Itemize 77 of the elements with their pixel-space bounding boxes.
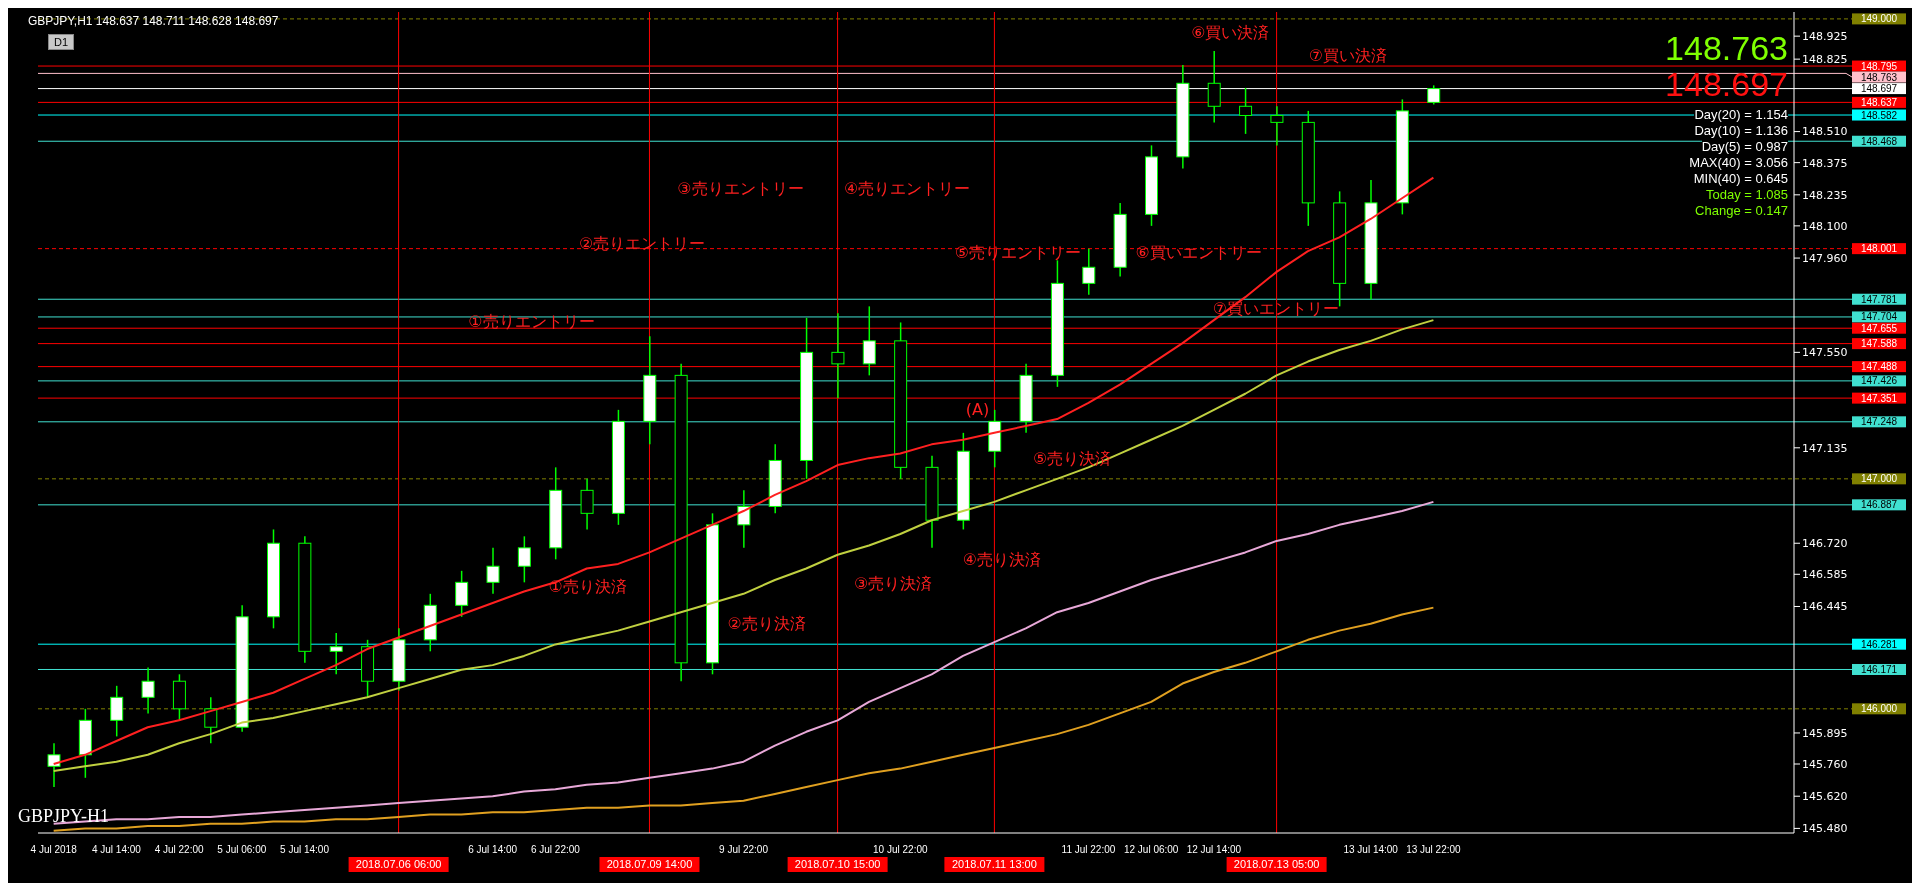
y-tick-label: 146.720 bbox=[1802, 537, 1848, 551]
y-tick-label: 148.235 bbox=[1802, 188, 1848, 202]
y-tick-label: 147.550 bbox=[1802, 346, 1848, 360]
annotation: ⑥買いエントリー bbox=[1135, 243, 1262, 263]
annotation: ⑥買い決済 bbox=[1191, 22, 1270, 42]
y-tick-label: 148.925 bbox=[1802, 30, 1848, 44]
x-tick-label: 10 Jul 22:00 bbox=[873, 844, 928, 855]
annotation: Today = 1.085 bbox=[1705, 187, 1788, 203]
annotation: GBPJPY-H1 bbox=[18, 806, 110, 827]
ref-line-label: 147.655 bbox=[1860, 322, 1898, 334]
x-tick-label: 2018.07.13 05:00 bbox=[1233, 858, 1320, 870]
ref-line-label: 146.171 bbox=[1860, 663, 1898, 675]
annotation: MAX(40) = 3.056 bbox=[1689, 155, 1788, 171]
y-tick-label: 148.825 bbox=[1802, 53, 1848, 67]
y-tick-label: 148.100 bbox=[1802, 219, 1848, 233]
ref-line-label: 147.588 bbox=[1860, 338, 1898, 350]
annotation: ①売りエントリー bbox=[468, 312, 595, 332]
x-tick-label: 2018.07.09 14:00 bbox=[606, 858, 693, 870]
annotation: Day(5) = 0.987 bbox=[1701, 139, 1788, 155]
x-tick-label: 9 Jul 22:00 bbox=[719, 844, 769, 855]
ref-line-label: 148.795 bbox=[1860, 60, 1898, 72]
chart-title: GBPJPY,H1 148.637 148.711 148.628 148.697 bbox=[28, 14, 279, 28]
y-tick-label: 145.480 bbox=[1802, 822, 1848, 836]
ref-line-label: 147.000 bbox=[1860, 473, 1898, 485]
ref-line-label: 148.637 bbox=[1860, 96, 1898, 108]
ref-line-label: 147.781 bbox=[1860, 293, 1898, 305]
y-tick-label: 148.375 bbox=[1802, 156, 1848, 170]
annotation: Change = 0.147 bbox=[1695, 203, 1788, 219]
x-tick-label: 2018.07.11 13:00 bbox=[951, 858, 1037, 870]
x-tick-label: 11 Jul 22:00 bbox=[1061, 844, 1116, 855]
annotation: Day(10) = 1.136 bbox=[1694, 123, 1788, 139]
ref-line-label: 148.582 bbox=[1860, 109, 1898, 121]
annotation: ②売り決済 bbox=[727, 613, 806, 633]
x-tick-label: 2018.07.10 15:00 bbox=[794, 858, 881, 870]
x-tick-label: 13 Jul 22:00 bbox=[1406, 844, 1462, 855]
ref-line-label: 147.426 bbox=[1860, 375, 1898, 387]
ref-line-label: 148.468 bbox=[1860, 135, 1898, 147]
annotation: Day(20) = 1.154 bbox=[1694, 107, 1788, 123]
x-tick-label: 12 Jul 14:00 bbox=[1186, 844, 1242, 855]
ref-line-label: 147.351 bbox=[1860, 392, 1898, 404]
x-tick-label: 4 Jul 2018 bbox=[30, 844, 78, 855]
y-tick-label: 146.585 bbox=[1802, 568, 1848, 582]
x-tick-label: 6 Jul 14:00 bbox=[468, 844, 518, 855]
annotation: ③売りエントリー bbox=[677, 179, 804, 199]
annotation: 148.763 bbox=[1665, 29, 1788, 68]
ref-line-label: 148.697 bbox=[1860, 83, 1898, 95]
x-tick-label: 13 Jul 14:00 bbox=[1343, 844, 1399, 855]
ref-line-label: 147.248 bbox=[1860, 416, 1898, 428]
annotation: MIN(40) = 0.645 bbox=[1693, 171, 1788, 187]
ref-line-label: 148.001 bbox=[1860, 243, 1898, 255]
y-tick-label: 147.960 bbox=[1802, 251, 1848, 265]
y-tick-label: 145.760 bbox=[1802, 757, 1848, 771]
ref-line-label: 146.887 bbox=[1860, 499, 1898, 511]
y-tick-label: 145.895 bbox=[1802, 726, 1848, 740]
annotation: ④売り決済 bbox=[962, 549, 1042, 569]
annotation: ⑦買い決済 bbox=[1308, 45, 1388, 65]
x-tick-label: 6 Jul 22:00 bbox=[530, 844, 581, 855]
y-tick-label: 148.510 bbox=[1802, 125, 1848, 139]
ref-line-label: 147.488 bbox=[1860, 361, 1898, 373]
annotation: D1 bbox=[48, 34, 75, 51]
ref-line-label: 146.281 bbox=[1860, 638, 1898, 650]
x-tick-label: 5 Jul 14:00 bbox=[280, 844, 330, 855]
x-tick-label: 2018.07.06 06:00 bbox=[355, 858, 442, 870]
x-tick-label: 4 Jul 14:00 bbox=[91, 844, 142, 855]
y-tick-label: 145.620 bbox=[1802, 790, 1848, 804]
annotation: ③売り決済 bbox=[854, 574, 933, 594]
y-tick-label: 147.135 bbox=[1802, 441, 1848, 455]
ref-line-label: 149.000 bbox=[1860, 13, 1898, 25]
ref-line-label: 147.704 bbox=[1860, 311, 1898, 323]
x-tick-label: 5 Jul 06:00 bbox=[217, 844, 267, 855]
y-tick-label: 146.445 bbox=[1802, 600, 1848, 614]
annotation: (A) bbox=[965, 400, 990, 420]
annotation: ④売りエントリー bbox=[844, 179, 971, 199]
ref-line-label: 146.000 bbox=[1860, 703, 1898, 715]
x-tick-label: 12 Jul 06:00 bbox=[1123, 844, 1179, 855]
x-tick-label: 4 Jul 22:00 bbox=[154, 844, 204, 855]
ref-line-label: 148.763 bbox=[1860, 71, 1898, 83]
